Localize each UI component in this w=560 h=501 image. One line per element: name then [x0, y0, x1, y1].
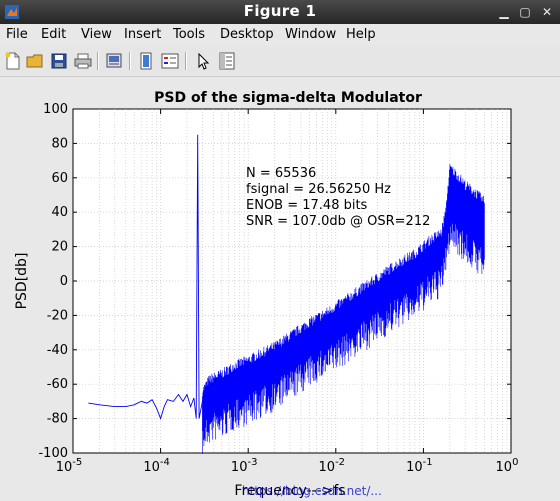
y-tick-label: -40 — [47, 343, 68, 358]
y-tick-label: 100 — [43, 102, 68, 117]
menu-file[interactable]: File — [6, 27, 28, 42]
toolbar-separator — [129, 52, 131, 70]
y-tick-label: -80 — [47, 412, 68, 427]
menu-bar: File Edit View Insert Tools Desktop Wind… — [0, 24, 560, 46]
grid — [73, 109, 511, 453]
x-tick-label: 10-4 — [143, 457, 170, 475]
insert-legend-icon[interactable] — [160, 51, 180, 71]
open-folder-icon[interactable] — [25, 51, 45, 71]
matlab-icon — [5, 5, 19, 19]
menu-view[interactable]: View — [81, 27, 112, 42]
x-tick-label: 10-3 — [231, 457, 258, 475]
pointer-icon[interactable] — [193, 51, 213, 71]
maximize-icon[interactable]: ▢ — [519, 5, 531, 19]
annotation-snr: SNR = 107.0db @ OSR=212 — [246, 214, 430, 229]
save-icon[interactable] — [49, 51, 69, 71]
close-icon[interactable]: ✕ — [541, 5, 553, 19]
x-tick-label: 10-2 — [319, 457, 346, 475]
psd-noise-band — [202, 164, 485, 454]
y-axis-label: PSD[db] — [14, 253, 30, 310]
chart-title: PSD of the sigma-delta Modulator — [154, 90, 422, 106]
psd-noise-strokes — [202, 164, 485, 454]
y-tick-label: 40 — [51, 205, 68, 220]
y-tick-label: 20 — [51, 240, 68, 255]
y-tick-label: 60 — [51, 171, 68, 186]
y-tick-label: -100 — [38, 446, 68, 461]
x-axis-label: Frequency--->fs — [234, 483, 345, 499]
menu-help[interactable]: Help — [346, 27, 376, 42]
menu-insert[interactable]: Insert — [124, 27, 162, 42]
annotation-enob: ENOB = 17.48 bits — [246, 198, 368, 213]
x-tick-label: 100 — [496, 457, 519, 475]
figure-area: -100 -80 -60 -40 -20 0 20 40 60 80 100 10-5 10-4 10-… — [0, 77, 560, 501]
menu-edit[interactable]: Edit — [41, 27, 67, 42]
x-tick-label: 10-5 — [56, 457, 83, 475]
new-file-icon[interactable] — [3, 51, 23, 71]
y-tick-label: -20 — [47, 308, 68, 323]
x-tick-labels: 10-5 10-4 10-3 10-2 10-1 100 — [56, 109, 519, 475]
minimize-icon[interactable]: ▁ — [499, 5, 509, 19]
title-bar: Figure 1 ▁ ▢ ✕ — [0, 0, 560, 24]
menu-desktop[interactable]: Desktop — [220, 27, 274, 42]
annotation-n: N = 65536 — [246, 166, 316, 181]
link-plot-icon[interactable] — [136, 51, 156, 71]
y-tick-label: 0 — [60, 274, 68, 289]
print-icon[interactable] — [73, 51, 93, 71]
y-tick-labels: -100 -80 -60 -40 -20 0 20 40 60 80 100 — [38, 102, 511, 461]
print-preview-icon[interactable] — [104, 51, 124, 71]
property-editor-icon[interactable] — [217, 51, 237, 71]
y-tick-label: -60 — [47, 377, 68, 392]
x-tick-label: 10-1 — [406, 457, 433, 475]
window-title: Figure 1 — [243, 2, 317, 20]
toolbar — [0, 46, 560, 77]
y-tick-label: 80 — [51, 136, 68, 151]
annotation-fsignal: fsignal = 26.56250 Hz — [246, 182, 391, 197]
watermark: https://blog.csdn.net/... — [242, 484, 382, 498]
toolbar-separator — [185, 52, 187, 70]
menu-window[interactable]: Window — [285, 27, 337, 42]
toolbar-separator — [97, 52, 99, 70]
menu-tools[interactable]: Tools — [173, 27, 206, 42]
